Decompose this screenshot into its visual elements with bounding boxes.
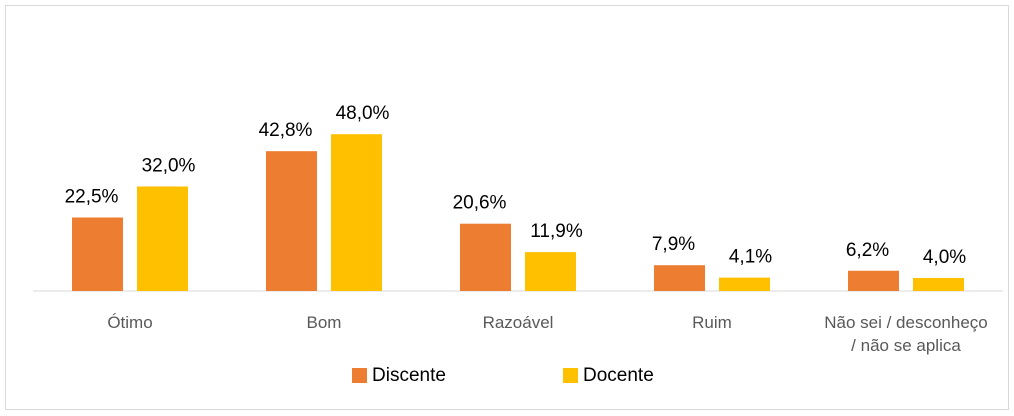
x-tick-label: Ótimo [107,313,153,332]
x-tick-label: Não sei / desconheço / não se aplica [824,313,988,355]
data-label: 7,9% [652,234,695,255]
legend-swatch [563,368,578,383]
data-label: 20,6% [453,193,507,214]
data-label: 22,5% [65,187,119,208]
x-tick-label: Razoável [482,313,554,332]
x-tick-label: Ruim [692,313,732,332]
bar [331,134,382,291]
bar [848,270,899,291]
legend-label: Docente [583,365,654,386]
bar [72,217,123,291]
bar [137,186,188,291]
data-label: 42,8% [259,120,313,141]
legend-label: Discente [372,365,446,386]
bar [913,277,964,291]
bar [266,151,317,291]
bar [525,252,576,291]
legend-swatch [352,368,367,383]
bar [460,223,511,291]
data-label: 48,0% [336,103,390,124]
data-label: 6,2% [846,240,889,261]
data-label: 4,0% [923,247,966,268]
data-label: 32,0% [142,155,196,176]
bar [654,265,705,291]
data-label: 4,1% [729,247,772,268]
bar [719,277,770,291]
data-label: 11,9% [530,221,583,242]
x-tick-label: Bom [306,313,342,332]
